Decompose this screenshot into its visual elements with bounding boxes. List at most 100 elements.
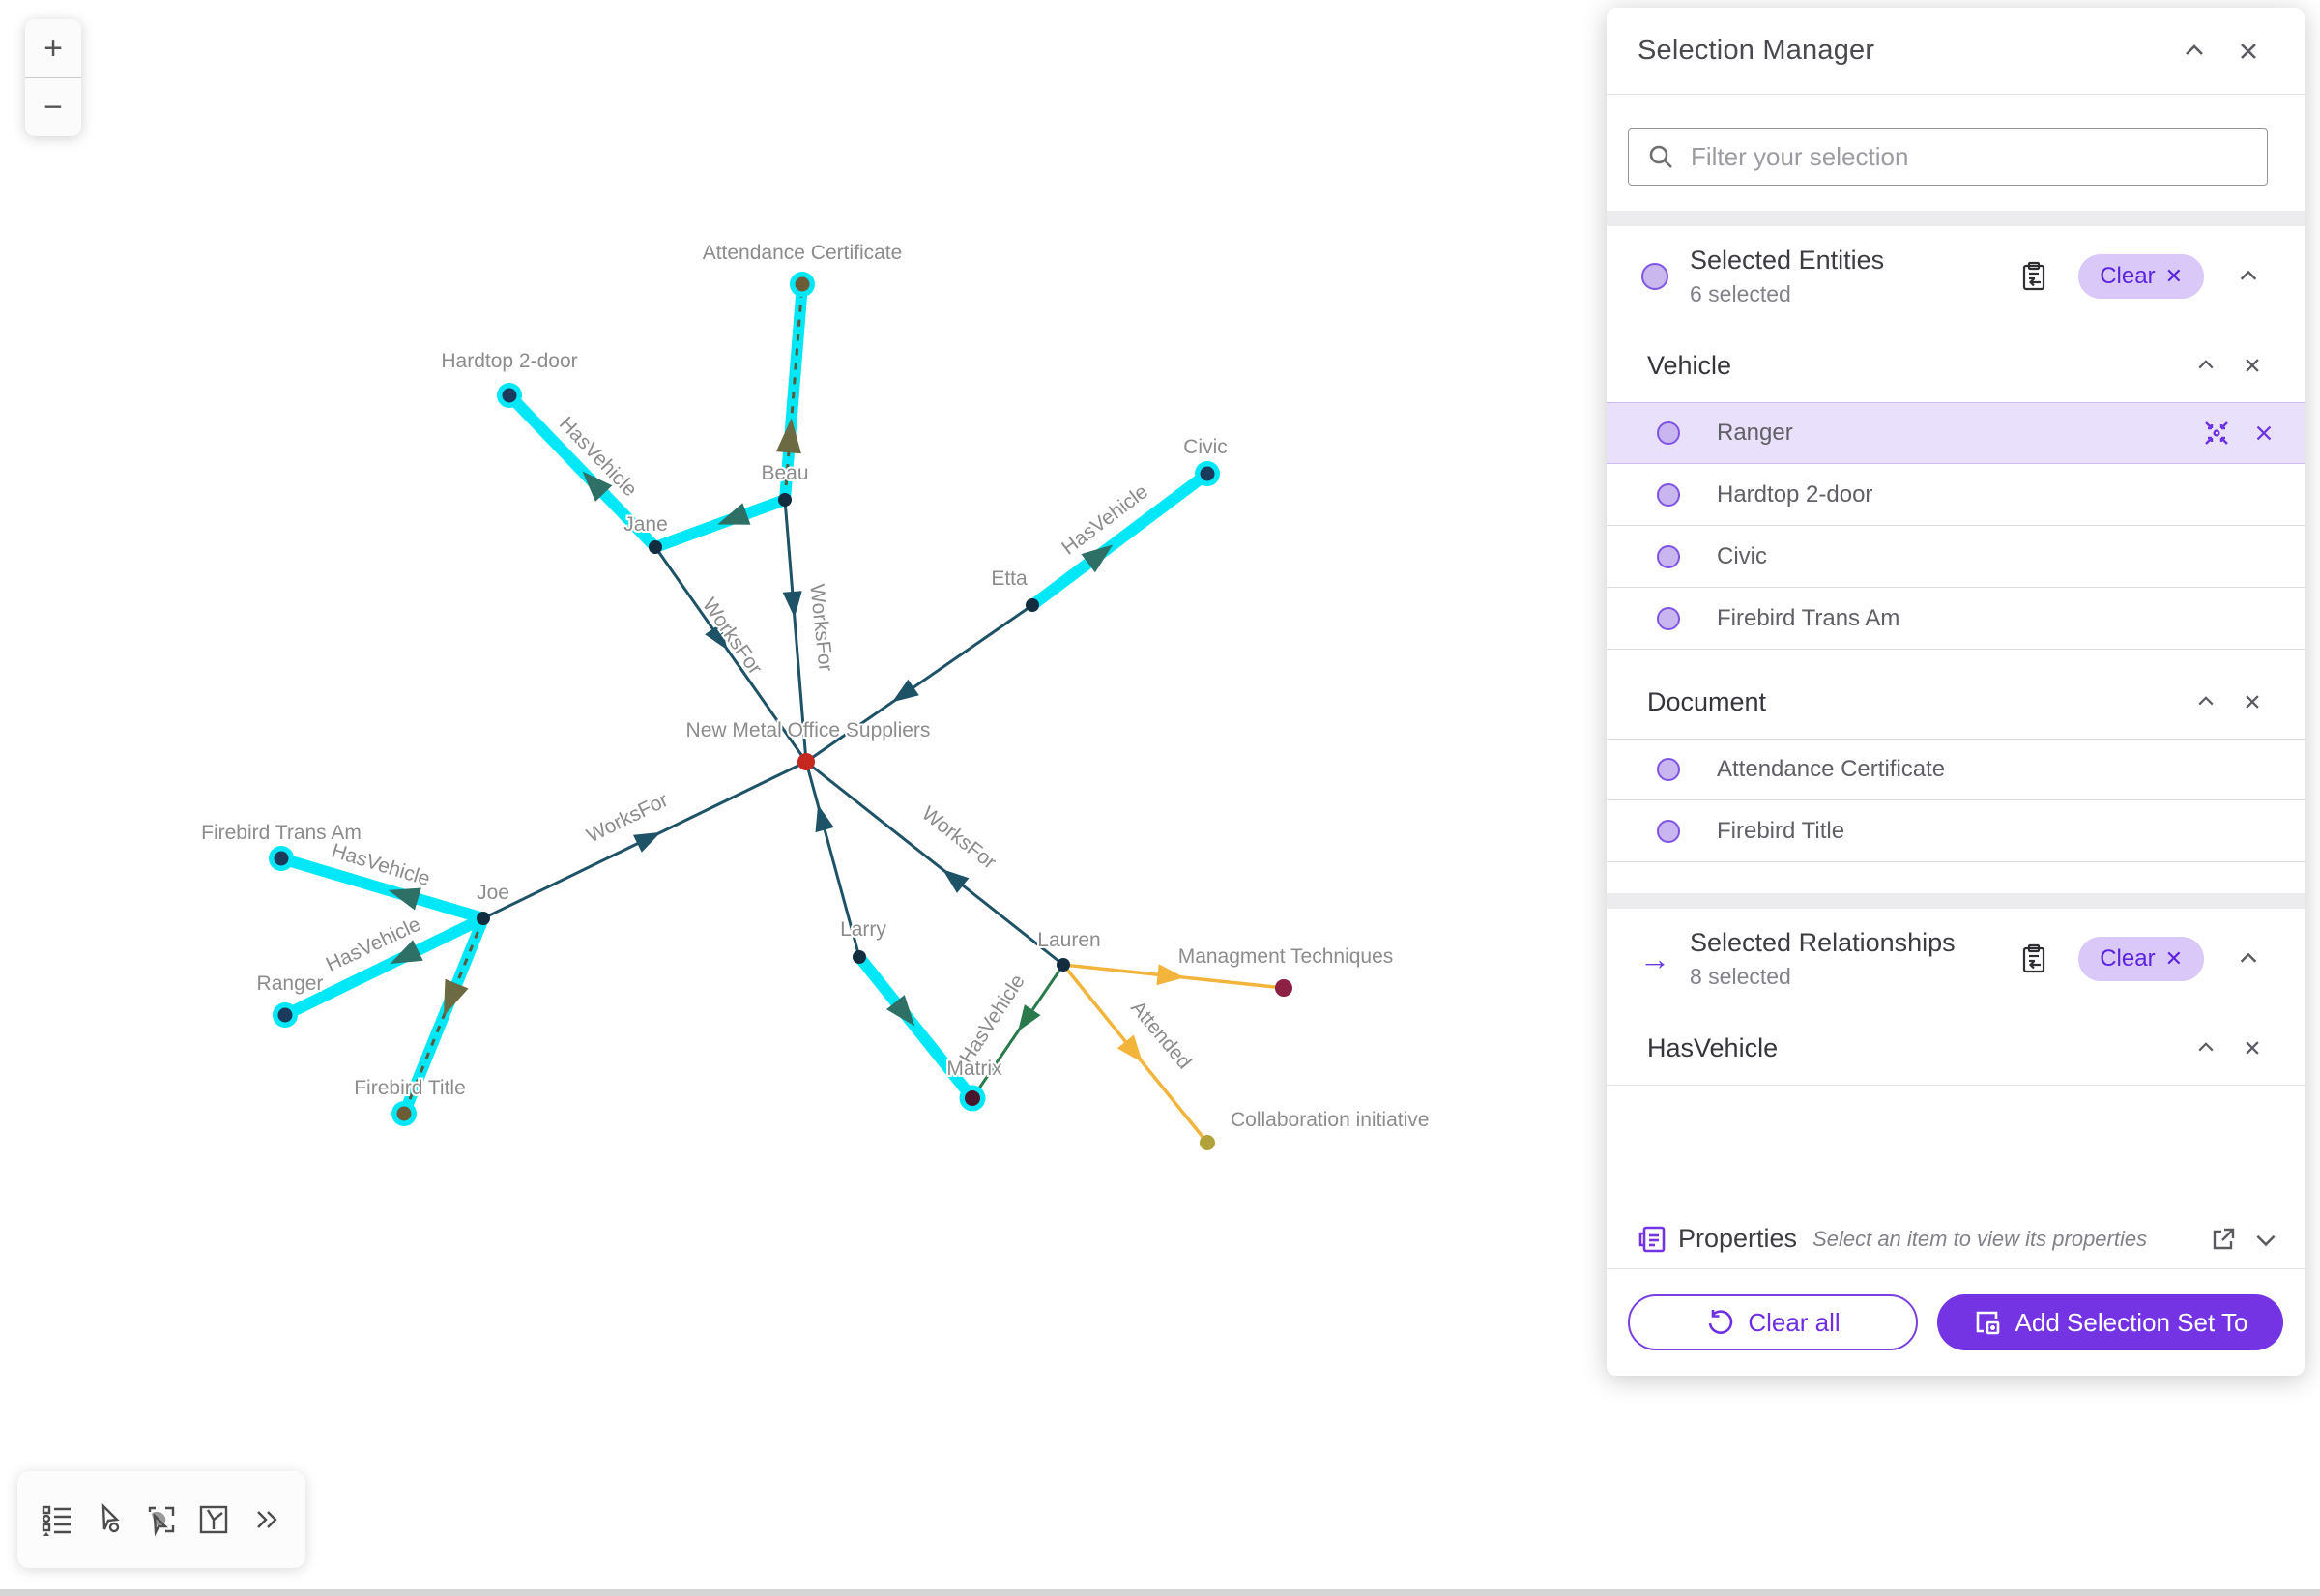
edge-label: WorksFor [917,802,1000,874]
close-icon: ✕ [2164,264,2183,288]
entity-circle-icon [1628,263,1682,290]
link-chart-layout-button[interactable] [192,1498,235,1541]
clear-entities-button[interactable]: Clear ✕ [2078,254,2204,299]
select-features-button[interactable] [140,1498,183,1541]
divider [25,77,81,78]
center-on-selection-icon[interactable] [2202,419,2231,448]
arrowhead-icon [1156,964,1185,986]
node-label-civic: Civic [1183,436,1228,458]
remove-item-icon[interactable] [2252,421,2276,445]
node-nmos[interactable] [798,753,815,770]
reset-icon [1709,1310,1733,1334]
list-item-civic[interactable]: Civic [1607,526,2305,588]
selected-entities-header: Selected Entities 6 selected Clear ✕ [1607,226,2305,327]
zoom-out-button[interactable]: − [44,88,63,126]
remove-document-group-button[interactable] [2229,679,2276,725]
node-hardtop-2-door[interactable] [502,388,517,403]
node-label-nmos: New Metal Office Suppliers [686,719,931,741]
node-managment-techniques[interactable] [1275,979,1292,997]
list-item-ranger[interactable]: Ranger [1607,402,2305,464]
node-jane[interactable] [649,540,662,554]
entity-circle-icon [1657,544,1680,568]
node-ranger[interactable] [277,1007,293,1023]
clear-all-button[interactable]: Clear all [1628,1294,1918,1350]
node-joe[interactable] [477,912,490,925]
node-label-jane: Jane [624,513,668,536]
node-attendance-certificate[interactable] [795,276,810,292]
collapse-vehicle-group-button[interactable] [2183,342,2229,389]
collapse-relationships-button[interactable] [2221,932,2276,986]
copy-to-clipboard-icon[interactable] [2007,932,2061,986]
entity-circle-icon [1657,482,1680,507]
edge-jane-nmos[interactable] [653,546,808,763]
edge-label: WorksFor [583,789,672,847]
arrowhead-icon [815,804,834,833]
filter-selection-input[interactable] [1691,141,2249,172]
node-firebird-title[interactable] [396,1106,412,1121]
arrowhead-icon [1018,1004,1041,1031]
open-in-new-icon[interactable] [2210,1226,2237,1253]
expand-toolbar-button[interactable] [245,1498,287,1541]
edge-label: HasVehicle [955,971,1030,1068]
node-civic[interactable] [1200,466,1215,481]
chevron-down-icon[interactable] [2252,1226,2279,1253]
panel-footer: Clear all Add Selection Set To [1607,1269,2305,1376]
node-lauren[interactable] [1057,958,1070,972]
arrowhead-icon [776,418,801,454]
close-panel-button[interactable] [2221,24,2276,78]
edge-etta-civic[interactable] [1027,468,1213,611]
list-item-firebird-title[interactable]: Firebird Title [1607,800,2305,862]
legend-button[interactable] [36,1498,78,1541]
collapse-document-group-button[interactable] [2183,679,2229,725]
node-label-matrix: Matrix [946,1058,1002,1080]
arrowhead-icon [444,978,469,1016]
collapse-hasvehicle-group-button[interactable] [2183,1025,2229,1071]
node-collaboration-initiative[interactable] [1200,1135,1215,1150]
arrowhead-icon [886,995,915,1027]
clear-relationships-button[interactable]: Clear ✕ [2078,937,2204,981]
node-matrix[interactable] [965,1090,980,1106]
node-etta[interactable] [1026,598,1039,612]
divider [1607,211,2305,226]
properties-bar[interactable]: Properties Select an item to view its pr… [1607,1209,2305,1269]
selected-relationships-header: → Selected Relationships 8 selected Clea… [1607,909,2305,1009]
edge-larry-nmos[interactable] [804,761,861,958]
collapse-entities-button[interactable] [2221,249,2276,304]
properties-title: Properties [1678,1224,1798,1253]
close-icon: ✕ [2164,946,2183,971]
edge-joe-firebird-trans-am[interactable] [276,853,489,924]
remove-hasvehicle-group-button[interactable] [2229,1025,2276,1071]
node-label-firebird-title: Firebird Title [354,1077,466,1099]
filter-selection-searchbox[interactable] [1628,128,2268,186]
arrowhead-icon [942,869,970,893]
add-selection-set-button[interactable]: Add Selection Set To [1937,1294,2283,1350]
select-cursor-button[interactable] [88,1498,130,1541]
arrowhead-icon [717,503,751,525]
edge-beau-nmos[interactable] [783,499,808,763]
arrowhead-icon [1116,1034,1143,1063]
collapse-panel-button[interactable] [2167,24,2221,78]
selected-entities-count: 6 selected [1690,281,1791,306]
edge-joe-ranger[interactable] [279,913,489,1021]
node-label-collaboration-initiative: Collaboration initiative [1231,1109,1429,1131]
edge-etta-nmos[interactable] [805,603,1033,764]
list-item-firebird-trans-am[interactable]: Firebird Trans Am [1607,588,2305,650]
zoom-in-button[interactable]: + [44,29,63,67]
arrowhead-icon [705,623,728,651]
node-label-attendance-certificate: Attendance Certificate [703,242,903,264]
selected-relationships-title: Selected Relationships [1690,928,1956,957]
remove-vehicle-group-button[interactable] [2229,342,2276,389]
selected-relationships-count: 8 selected [1690,964,1791,989]
list-item-hardtop-2-door[interactable]: Hardtop 2-door [1607,464,2305,526]
node-firebird-trans-am[interactable] [274,851,289,866]
search-area [1607,95,2305,211]
list-item-attendance-certificate[interactable]: Attendance Certificate [1607,739,2305,800]
entity-circle-icon [1657,819,1680,843]
node-larry[interactable] [853,950,866,964]
edge-lauren-nmos[interactable] [805,760,1064,967]
node-beau[interactable] [778,493,792,507]
copy-to-clipboard-icon[interactable] [2007,249,2061,304]
edge-larry-matrix[interactable] [854,951,978,1104]
